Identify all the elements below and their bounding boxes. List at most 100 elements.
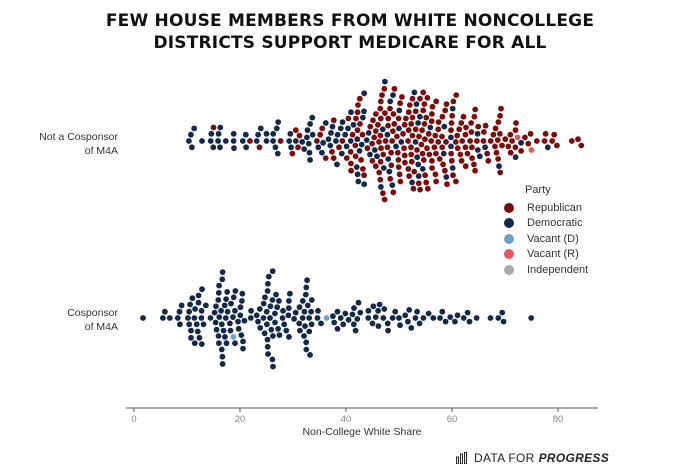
data-point-democratic — [255, 318, 261, 325]
data-point-democratic — [306, 315, 313, 321]
brand-emphasis: PROGRESS — [538, 451, 610, 465]
legend-label: Vacant (D) — [527, 232, 579, 245]
data-point-republican — [388, 149, 394, 156]
data-point-republican — [348, 160, 354, 167]
legend-swatch — [504, 249, 514, 260]
data-point-democratic — [369, 320, 376, 327]
data-point-democratic — [301, 146, 308, 153]
data-point-democratic — [230, 138, 237, 144]
data-point-republican — [458, 120, 465, 126]
data-point-republican — [410, 185, 417, 192]
data-point-republican — [423, 179, 430, 186]
group-label-line: of M4A — [84, 321, 118, 333]
data-point-republican — [336, 144, 342, 151]
data-point-democratic — [382, 78, 388, 85]
data-point-democratic — [330, 313, 336, 320]
data-point-democratic — [227, 327, 234, 334]
data-point-democratic — [409, 179, 415, 186]
data-point-democratic — [460, 315, 467, 321]
data-point-democratic — [315, 307, 321, 314]
data-point-democratic — [256, 306, 263, 312]
data-point-democratic — [306, 149, 313, 156]
data-point-democratic — [474, 147, 481, 153]
data-point-republican — [505, 143, 512, 150]
legend-title: Party — [525, 184, 551, 196]
data-point-democratic — [195, 292, 202, 299]
data-point-republican — [406, 102, 413, 108]
data-point-democratic — [274, 304, 281, 311]
data-point-democratic — [447, 314, 454, 320]
data-point-republican — [391, 121, 398, 127]
data-point-republican — [468, 129, 475, 135]
data-point-democratic — [415, 161, 422, 168]
data-point-democratic — [272, 144, 279, 151]
data-point-democratic — [267, 303, 274, 310]
data-point-democratic — [281, 321, 288, 328]
data-point-democratic — [195, 299, 202, 306]
data-point-democratic — [345, 125, 351, 132]
data-point-republican — [376, 139, 382, 145]
data-point-republican — [358, 157, 364, 163]
data-point-republican — [507, 149, 514, 156]
data-point-republican — [372, 163, 379, 170]
data-point-republican — [487, 138, 494, 144]
data-point-democratic — [224, 289, 231, 295]
data-point-democratic — [189, 295, 196, 302]
data-point-democratic — [283, 327, 290, 334]
data-point-democratic — [291, 316, 297, 322]
data-point-republican — [502, 136, 509, 143]
data-point-republican — [444, 181, 450, 188]
data-point-democratic — [384, 320, 391, 327]
data-point-democratic — [307, 121, 313, 127]
data-point-democratic — [331, 319, 338, 326]
data-point-democratic — [198, 341, 205, 347]
data-point-republican — [401, 121, 408, 128]
data-point-democratic — [285, 312, 292, 319]
data-point-democratic — [255, 131, 261, 138]
data-point-republican — [412, 126, 419, 133]
data-point-democratic — [392, 308, 399, 315]
data-point-democratic — [396, 125, 402, 132]
brand-prefix: DATA FOR — [474, 451, 535, 465]
data-point-democratic — [308, 321, 315, 328]
data-point-democratic — [273, 125, 280, 132]
data-point-republican — [439, 144, 446, 151]
data-point-republican — [390, 111, 397, 117]
data-point-democratic — [334, 325, 341, 332]
data-point-democratic — [231, 145, 237, 152]
data-point-republican — [401, 152, 408, 159]
data-point-republican — [442, 167, 448, 174]
data-point-democratic — [334, 131, 341, 138]
data-point-republican — [382, 138, 389, 144]
data-point-republican — [277, 138, 284, 144]
data-point-democratic — [487, 315, 494, 321]
data-point-republican — [525, 140, 532, 147]
data-point-republican — [533, 138, 540, 144]
data-point-republican — [391, 85, 398, 92]
data-point-democratic — [265, 280, 271, 287]
data-point-republican — [467, 138, 473, 144]
data-point-democratic — [412, 139, 419, 145]
data-point-republican — [409, 95, 416, 102]
data-point-democratic — [402, 312, 409, 319]
legend-swatch — [504, 264, 514, 275]
data-point-democratic — [414, 308, 420, 315]
data-point-democratic — [304, 134, 310, 141]
data-point-republican — [349, 131, 356, 138]
data-point-republican — [512, 127, 519, 134]
data-point-democratic — [276, 298, 282, 304]
data-point-democratic — [198, 315, 205, 321]
group-label-cosponsor: Cosponsor of M4A — [8, 306, 118, 334]
data-point-democratic — [381, 306, 388, 312]
data-point-democratic — [269, 268, 276, 275]
data-point-democratic — [357, 309, 364, 316]
data-point-republican — [492, 143, 498, 150]
data-point-republican — [390, 189, 397, 196]
x-tick-label: 60 — [447, 414, 458, 425]
x-axis-label: Non-College White Share — [302, 426, 422, 438]
data-point-democratic — [398, 139, 405, 145]
data-point-democratic — [275, 119, 282, 125]
data-point-republican — [375, 121, 381, 128]
data-point-republican — [462, 163, 469, 170]
data-point-democratic — [299, 315, 306, 321]
